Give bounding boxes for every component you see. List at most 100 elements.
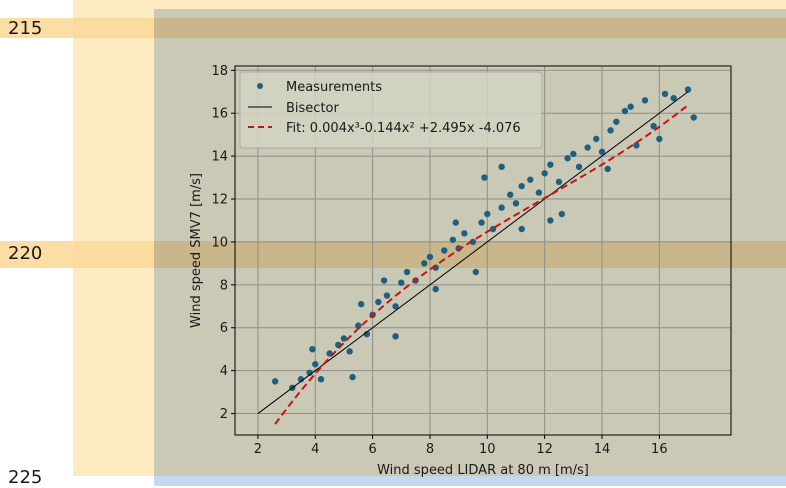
- measurement-point: [512, 200, 520, 207]
- measurement-point: [312, 361, 319, 368]
- y-tick-label: 4: [220, 364, 228, 379]
- fit-curve: [274, 104, 689, 425]
- measurement-point: [383, 292, 391, 299]
- measurement-point: [613, 118, 620, 125]
- measurement-point: [449, 236, 457, 243]
- measurement-point: [558, 210, 566, 218]
- measurement-point: [535, 189, 543, 196]
- legend-box: [239, 71, 543, 149]
- background-strip-left: [73, 0, 154, 476]
- y-axis-label: Wind speed SMV7 [m/s]: [189, 173, 204, 328]
- y-tick-label: 2: [220, 407, 228, 422]
- legend-entry-measurements: Measurements: [286, 80, 382, 95]
- ticks-layer: 2 4 6 8 10 12 14 16 2 4 6 8 10 12 14 16 18: [211, 64, 667, 457]
- x-tick-label: 4: [311, 442, 319, 457]
- measurement-point: [392, 303, 399, 310]
- measurement-point: [633, 142, 640, 149]
- measurement-point: [498, 163, 505, 171]
- measurement-point: [432, 285, 439, 293]
- plot-frame: [234, 65, 732, 436]
- row-label-215: 215: [8, 18, 43, 39]
- measurement-point: [472, 268, 480, 276]
- measurement-point: [489, 225, 497, 233]
- lines-layer: [257, 91, 689, 425]
- legend: Measurements Bisector Fit: 0.004x³-0.144…: [239, 71, 543, 149]
- measurement-point: [309, 345, 316, 353]
- measurement-point: [650, 122, 657, 130]
- y-tick-label: 18: [211, 64, 228, 79]
- measurement-point: [641, 97, 649, 104]
- measurement-point: [297, 376, 305, 383]
- x-tick-label: 16: [651, 442, 668, 457]
- measurement-point: [484, 210, 491, 218]
- measurement-point: [598, 148, 606, 156]
- measurement-point: [527, 176, 534, 183]
- measurement-point: [604, 165, 611, 173]
- measurement-point: [541, 170, 548, 177]
- legend-entry-bisector: Bisector: [286, 101, 339, 116]
- measurement-point: [271, 378, 279, 385]
- measurement-point: [627, 103, 634, 110]
- measurement-point: [555, 178, 563, 186]
- legend-entry-fit: Fit: 0.004x³-0.144x² +2.495x -4.076: [286, 121, 521, 136]
- measurement-point: [518, 225, 525, 233]
- measurement-point: [461, 230, 468, 237]
- x-axis-label: Wind speed LIDAR at 80 m [m/s]: [377, 463, 589, 478]
- measurement-point: [375, 298, 382, 306]
- measurement-point: [690, 114, 697, 121]
- measurement-point: [656, 135, 663, 143]
- y-tick-label: 8: [220, 278, 228, 293]
- x-tick-label: 2: [254, 442, 262, 457]
- x-tick-label: 10: [479, 442, 496, 457]
- measurement-point: [564, 155, 571, 162]
- measurement-point: [478, 219, 485, 226]
- x-tick-label: 14: [594, 442, 611, 457]
- y-tick-label: 6: [220, 321, 228, 336]
- measurement-point: [355, 322, 362, 329]
- measurement-point: [481, 174, 488, 181]
- x-tick-label: 8: [426, 442, 434, 457]
- measurement-point: [392, 333, 399, 340]
- bisector-line: [257, 91, 689, 414]
- measurement-point: [346, 348, 353, 355]
- measurement-point: [421, 260, 428, 267]
- x-tick-label: 12: [536, 442, 553, 457]
- measurement-point: [498, 204, 505, 211]
- measurement-point: [547, 161, 554, 168]
- measurement-point: [340, 335, 348, 342]
- measurement-point: [398, 279, 405, 286]
- y-tick-label: 10: [211, 235, 228, 250]
- measurements-layer: [271, 86, 697, 392]
- measurement-point: [593, 135, 600, 143]
- measurement-point: [570, 150, 577, 158]
- measurement-point: [607, 127, 614, 134]
- measurement-point: [441, 247, 448, 254]
- measurement-point: [403, 268, 411, 276]
- measurement-point: [380, 277, 388, 284]
- measurement-point: [357, 300, 365, 308]
- measurement-point: [661, 90, 669, 98]
- measurement-point: [547, 217, 554, 224]
- y-tick-label: 16: [211, 107, 228, 122]
- measurement-point: [518, 182, 525, 190]
- measurement-point: [469, 238, 477, 246]
- measurement-point: [507, 191, 514, 198]
- y-tick-label: 14: [211, 150, 228, 165]
- legend-marker-measurements: [257, 83, 263, 89]
- measurement-point: [670, 94, 677, 102]
- row-label-225: 225: [8, 467, 43, 488]
- measurement-point: [317, 376, 325, 383]
- measurement-point: [363, 330, 371, 338]
- row-label-220: 220: [8, 243, 43, 264]
- measurement-point: [684, 86, 692, 93]
- x-tick-label: 6: [368, 442, 376, 457]
- measurement-point: [426, 253, 434, 261]
- measurement-point: [584, 144, 591, 151]
- background-strip-bottom: [154, 476, 786, 486]
- measurement-point: [452, 219, 459, 226]
- measurement-point: [575, 163, 583, 171]
- highlight-band-215-overlay: [154, 18, 786, 38]
- measurement-point: [306, 369, 313, 376]
- y-tick-label: 12: [211, 193, 228, 208]
